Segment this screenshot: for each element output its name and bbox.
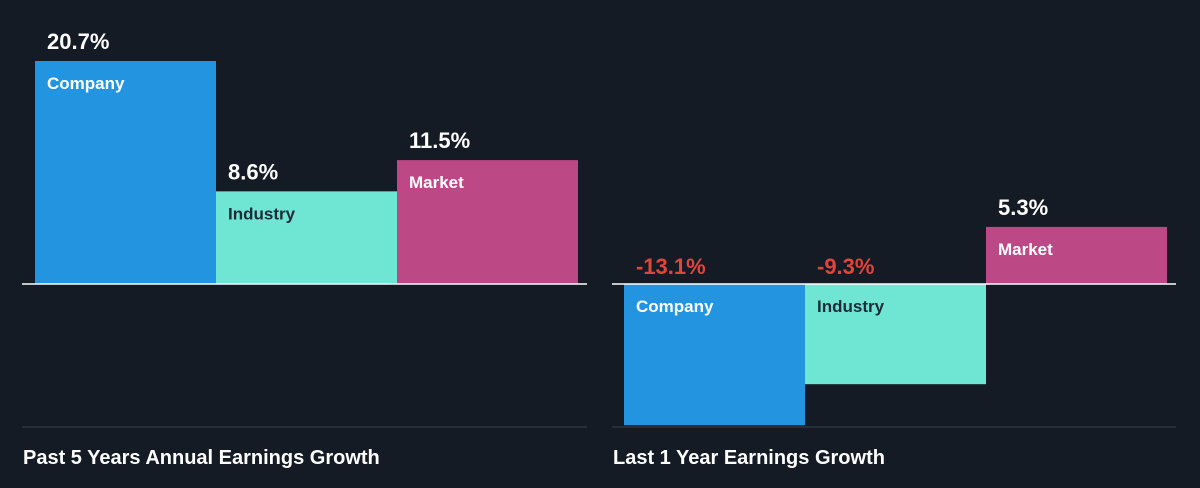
bar-company <box>624 284 805 426</box>
chart-panel-1: Company 20.7% Industry 8.6% Market 11.5% Past … <box>22 29 587 469</box>
category-label-industry: Industry <box>817 297 885 316</box>
value-label-market: 5.3% <box>998 195 1048 220</box>
chart-title: Past 5 Years Annual Earnings Growth <box>23 447 380 469</box>
value-label-market: 11.5% <box>409 128 470 153</box>
chart-title: Last 1 Year Earnings Growth <box>613 447 885 469</box>
value-label-company: 20.7% <box>47 29 109 54</box>
value-label-company: -13.1% <box>636 254 706 279</box>
category-label-industry: Industry <box>228 204 296 223</box>
bar-market <box>986 226 1167 284</box>
value-label-industry: -9.3% <box>817 254 874 279</box>
value-label-industry: 8.6% <box>228 159 278 184</box>
category-label-company: Company <box>47 74 125 93</box>
category-label-company: Company <box>636 297 714 316</box>
bar-market <box>397 160 578 284</box>
category-label-market: Market <box>409 173 464 192</box>
bar-company <box>35 61 216 284</box>
bar-industry <box>805 284 986 385</box>
chart-panel-2: Company -13.1% Industry -9.3% Market 5.3% Last… <box>612 195 1176 469</box>
category-label-market: Market <box>998 240 1053 259</box>
bar-industry <box>216 191 397 284</box>
